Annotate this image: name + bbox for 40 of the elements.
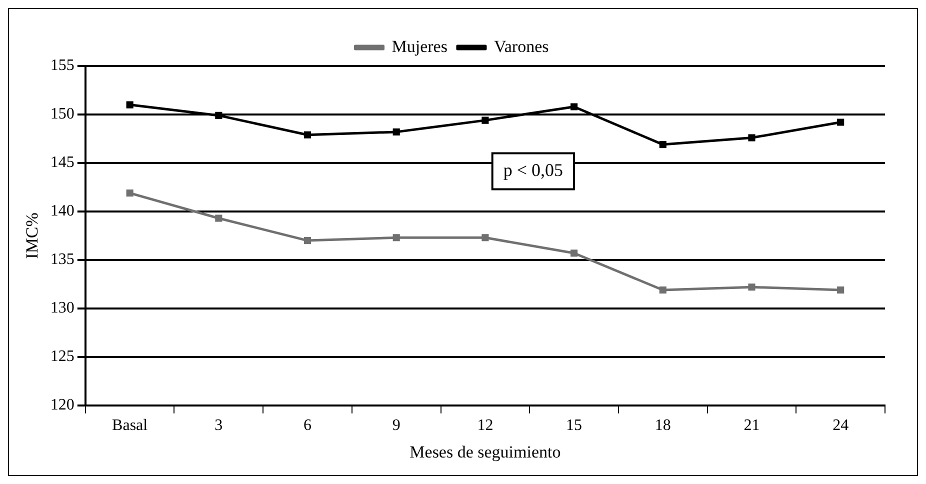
point [126, 101, 134, 108]
point [482, 234, 489, 242]
y-tick-label: 145 [50, 154, 74, 172]
x-tick-label: 6 [304, 417, 312, 434]
x-tick-label: 12 [477, 417, 494, 434]
y-axis-title: IMC% [22, 212, 42, 259]
legend-label: Varones [494, 36, 549, 56]
y-tick-label: 125 [50, 348, 74, 366]
y-tick-label: 120 [50, 396, 74, 414]
point [392, 128, 400, 136]
x-tick-label: 21 [744, 417, 760, 434]
point [837, 286, 844, 294]
y-tick-label: 140 [50, 202, 74, 220]
point [482, 116, 489, 124]
point [304, 131, 312, 138]
y-tick-label: 155 [50, 57, 74, 74]
point [570, 103, 578, 110]
point [837, 118, 844, 126]
point [659, 141, 666, 148]
x-tick-label: 18 [654, 417, 671, 434]
x-tick-label: 3 [214, 417, 223, 434]
legend-label: Mujeres [392, 36, 448, 56]
point [570, 250, 578, 257]
point [659, 286, 666, 294]
x-tick-label: 9 [392, 417, 400, 434]
point [126, 189, 134, 197]
x-tick-label: Basal [112, 417, 148, 434]
point [748, 284, 756, 291]
point [215, 112, 222, 119]
y-tick-label: 130 [50, 300, 74, 317]
point [304, 237, 312, 244]
point [392, 234, 400, 242]
x-axis-title: Meses de seguimiento [410, 442, 561, 462]
point [215, 214, 222, 222]
y-tick-label: 150 [50, 106, 74, 123]
y-tick-label: 135 [50, 251, 74, 268]
x-tick-label: 15 [566, 417, 582, 434]
x-tick-label: 24 [832, 417, 849, 434]
point [748, 134, 756, 142]
annotation: p < 0,05 [503, 160, 564, 180]
